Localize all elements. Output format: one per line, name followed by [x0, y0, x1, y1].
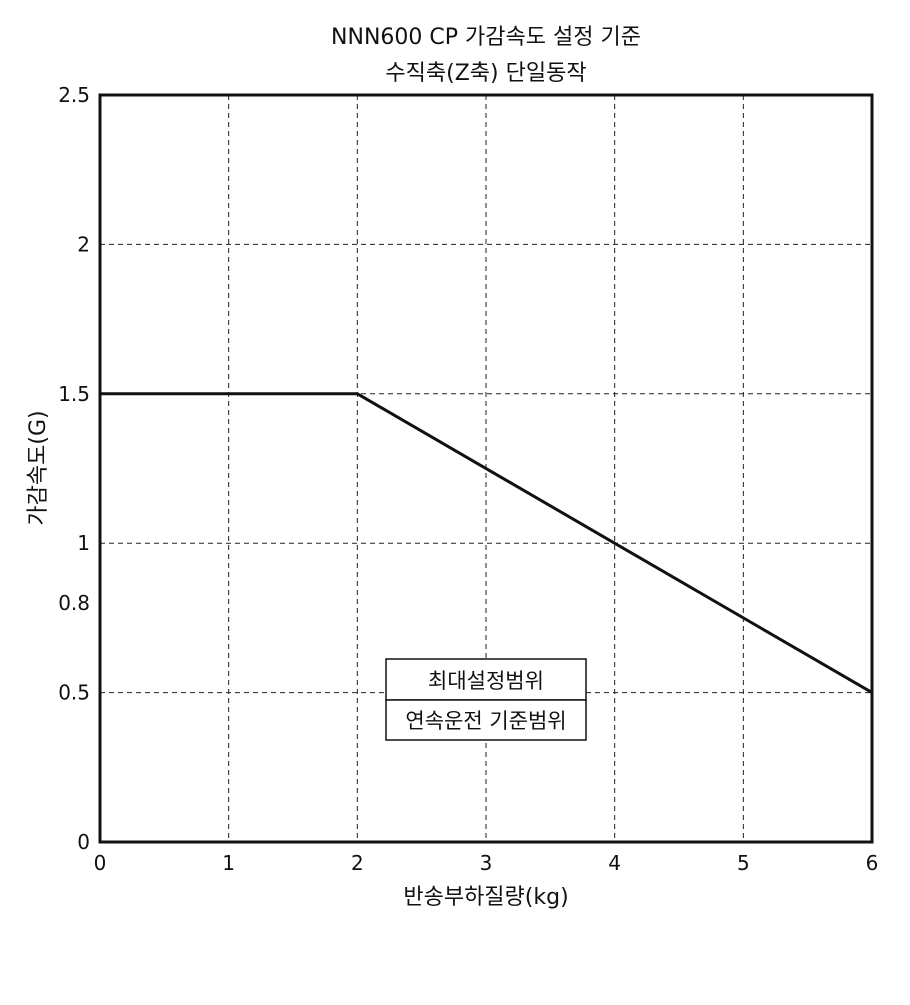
x-axis-label: 반송부하질량(kg): [403, 885, 568, 910]
y-tick-label: 1: [77, 531, 90, 555]
y-tick-label: 2: [77, 232, 90, 256]
y-tick-label: 0.5: [58, 681, 90, 705]
x-tick-label: 6: [866, 851, 879, 875]
x-tick-label: 1: [222, 851, 235, 875]
x-tick-label: 3: [480, 851, 493, 875]
chart-title: NNN600 CP 가감속도 설정 기준: [331, 25, 641, 50]
y-tick-label: 0: [77, 830, 90, 854]
y-tick-label: 1.5: [58, 382, 90, 406]
grid-lines: [100, 95, 872, 842]
y-tick-label: 0.8: [58, 591, 90, 615]
x-tick-label: 5: [737, 851, 750, 875]
series-group: [100, 392, 873, 694]
y-tick-label: 2.5: [58, 83, 90, 107]
x-tick-label: 0: [94, 851, 107, 875]
legend-lower-box: [385, 699, 587, 741]
x-tick-label: 2: [351, 851, 364, 875]
legend-upper-label: 최대설정범위: [428, 669, 544, 693]
x-tick-labels: 0 1 2 3 4 5 6: [94, 851, 879, 875]
x-tick-label: 4: [608, 851, 621, 875]
acceleration-line: [100, 392, 873, 694]
legend-lower-label: 연속운전 기준범위: [405, 709, 566, 733]
y-axis-label: 가감속도(G): [26, 410, 51, 525]
chart-subtitle: 수직축(Z축) 단일동작: [385, 61, 586, 86]
range-legend-box: 최대설정범위 연속운전 기준범위: [385, 658, 587, 741]
y-tick-labels: 0 0.5 0.8 1 1.5 2 2.5: [58, 83, 90, 854]
plot-frame: [98, 93, 874, 844]
